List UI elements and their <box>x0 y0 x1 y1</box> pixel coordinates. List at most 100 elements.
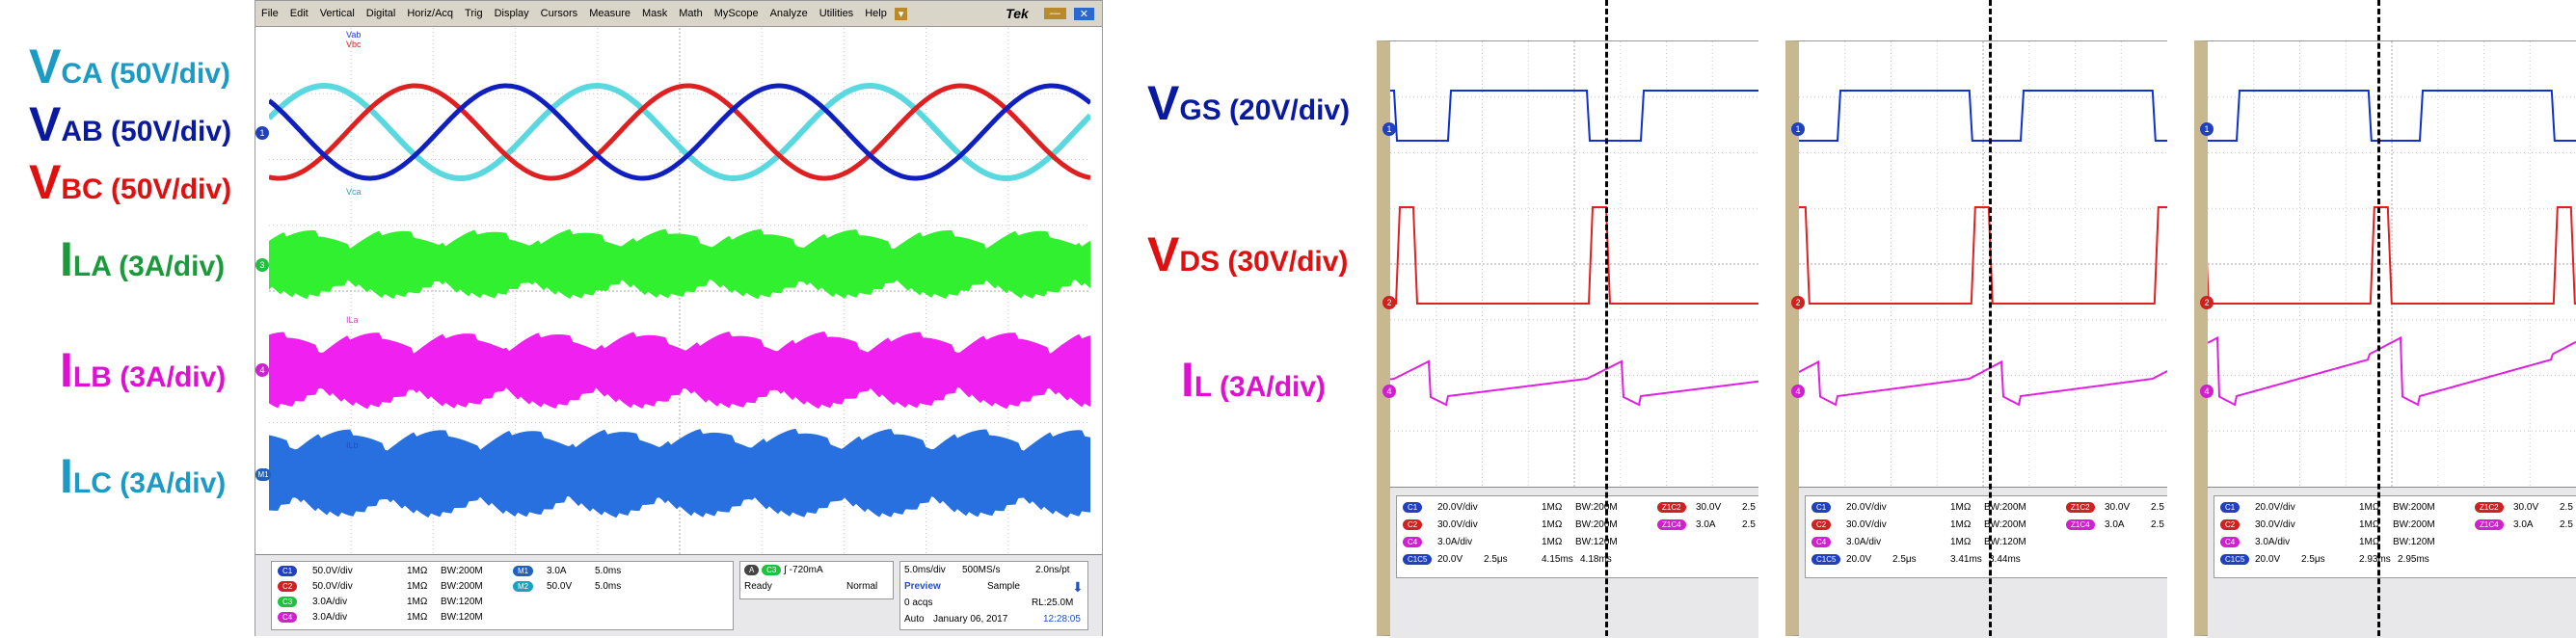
detail-c1-imp-2: 1MΩ <box>1950 502 1972 513</box>
menu-cursors[interactable]: Cursors <box>540 8 578 19</box>
c4-scale: 3.0A/div <box>312 612 348 623</box>
label-ila: ILA (3A/div) <box>60 232 226 286</box>
detail-ch2-marker-2[interactable]: 2 <box>1791 296 1805 309</box>
channel-settings-box[interactable]: C1 50.0V/div 1MΩ BW:200M C2 50.0V/div 1M… <box>271 561 734 630</box>
trace-vbc <box>269 83 1090 181</box>
detail-ch2-marker-3[interactable]: 2 <box>2200 296 2214 309</box>
detail-cursor-v-1: 20.0V <box>1437 554 1463 565</box>
acq-date: January 06, 2017 <box>933 614 1008 625</box>
menu-digital[interactable]: Digital <box>365 8 396 19</box>
detail-math-chip-2-1[interactable]: Z1C4 <box>1657 519 1686 530</box>
c3-chip[interactable]: C3 <box>278 597 298 607</box>
detail-math-chip-1-1[interactable]: Z1C2 <box>1657 502 1686 513</box>
ch3-marker[interactable]: 3 <box>255 258 269 272</box>
detail-ch1-marker-1[interactable]: 1 <box>1382 122 1396 136</box>
detail-c2-chip-1[interactable]: C2 <box>1403 519 1423 530</box>
c1-chip[interactable]: C1 <box>278 566 298 576</box>
acquisition-box[interactable]: 5.0ms/div 500MS/s 2.0ns/pt Preview Sampl… <box>899 561 1088 630</box>
detail-math-t-1-1: 2.5 <box>1742 502 1756 513</box>
detail-settings-box-3[interactable]: C1 20.0V/div 1MΩ BW:200M C2 30.0V/div 1M… <box>2214 495 2576 578</box>
menu-trig[interactable]: Trig <box>465 8 483 19</box>
detail-ch4-marker-1[interactable]: 4 <box>1382 385 1396 398</box>
trace-tag-vca: Vca <box>346 187 362 197</box>
ch1-marker[interactable]: 1 <box>255 126 269 140</box>
c3-bw: BW:120M <box>441 597 483 607</box>
detail-c2-chip-3[interactable]: C2 <box>2220 519 2241 530</box>
detail-c1-chip-3[interactable]: C1 <box>2220 502 2241 513</box>
acq-rl: RL:25.0M <box>1032 598 1074 608</box>
m1-v: 3.0A <box>547 566 567 576</box>
detail-settings-box-2[interactable]: C1 20.0V/div 1MΩ BW:200M C2 30.0V/div 1M… <box>1805 495 2167 578</box>
trigger-state: Ready <box>744 581 772 592</box>
detail-ch1-marker-3[interactable]: 1 <box>2200 122 2214 136</box>
detail-math-chip-2-2[interactable]: Z1C4 <box>2066 519 2095 530</box>
detail-cursor-v-3: 20.0V <box>2255 554 2281 565</box>
dropdown-icon[interactable]: ▾ <box>894 7 908 20</box>
detail-math-v-1-3: 30.0V <box>2513 502 2539 513</box>
detail-c1-imp-1: 1MΩ <box>1542 502 1563 513</box>
trigger-mode: Normal <box>846 581 878 592</box>
menu-myscope[interactable]: MyScope <box>713 8 759 19</box>
detail-c1-chip-2[interactable]: C1 <box>1811 502 1832 513</box>
detail-ch2-marker-1[interactable]: 2 <box>1382 296 1396 309</box>
detail-ch4-marker-3[interactable]: 4 <box>2200 385 2214 398</box>
detail-math-chip-1-3[interactable]: Z1C2 <box>2475 502 2504 513</box>
math1-marker[interactable]: M1 <box>255 468 271 481</box>
main-waveform-svg <box>269 28 1090 554</box>
c4-chip[interactable]: C4 <box>278 612 298 623</box>
detail-waveform-svg-3 <box>2208 41 2576 487</box>
trace-il-1 <box>1390 359 1758 407</box>
c2-chip[interactable]: C2 <box>278 581 298 592</box>
m2-v: 50.0V <box>547 581 573 592</box>
menu-vertical[interactable]: Vertical <box>319 8 355 19</box>
menu-math[interactable]: Math <box>679 8 703 19</box>
menu-mask[interactable]: Mask <box>641 8 668 19</box>
detail-math-chip-1-2[interactable]: Z1C2 <box>2066 502 2095 513</box>
detail-cursor-chip-2[interactable]: C1C5 <box>1811 554 1841 565</box>
trace-vds-3 <box>2208 206 2576 305</box>
menu-edit[interactable]: Edit <box>289 8 309 19</box>
close-icon[interactable]: ✕ <box>1073 7 1094 20</box>
detail-settings-box-1[interactable]: C1 20.0V/div 1MΩ BW:200M C2 30.0V/div 1M… <box>1396 495 1758 578</box>
detail-c4-chip-1[interactable]: C4 <box>1403 537 1423 547</box>
menu-horizacq[interactable]: Horiz/Acq <box>407 8 454 19</box>
detail-c1-chip-1[interactable]: C1 <box>1403 502 1423 513</box>
trigger-edge-icon: ∫ <box>784 565 787 575</box>
detail-cursor-chip-3[interactable]: C1C5 <box>2220 554 2250 565</box>
detail-cursor-chip-1[interactable]: C1C5 <box>1403 554 1433 565</box>
label-vab: VAB (50V/div) <box>29 97 232 151</box>
m1-chip[interactable]: M1 <box>513 566 534 576</box>
menu-display[interactable]: Display <box>494 8 529 19</box>
ch4-marker[interactable]: 4 <box>255 363 269 377</box>
detail-waveform-svg-1 <box>1390 41 1758 487</box>
detail-ch4-marker-2[interactable]: 4 <box>1791 385 1805 398</box>
detail-c4-chip-2[interactable]: C4 <box>1811 537 1832 547</box>
main-info-panel: C1 50.0V/div 1MΩ BW:200M C2 50.0V/div 1M… <box>255 554 1102 636</box>
menu-file[interactable]: File <box>261 8 279 19</box>
detail-c2-chip-2[interactable]: C2 <box>1811 519 1832 530</box>
detail-info-3: C1 20.0V/div 1MΩ BW:200M C2 30.0V/div 1M… <box>2208 487 2576 638</box>
detail-c1-scale-3: 20.0V/div <box>2255 502 2295 513</box>
detail-info-2: C1 20.0V/div 1MΩ BW:200M C2 30.0V/div 1M… <box>1799 487 2167 638</box>
detail-c4-chip-3[interactable]: C4 <box>2220 537 2241 547</box>
m2-chip[interactable]: M2 <box>513 581 534 592</box>
detail-c4-bw-2: BW:120M <box>1984 537 2026 547</box>
detail-math-t-2-1: 2.5 <box>1742 519 1756 530</box>
trace-vgs-2 <box>1799 90 2167 142</box>
detail-math-v-2-3: 3.0A <box>2513 519 2534 530</box>
trace-ilc <box>269 428 1090 518</box>
menu-help[interactable]: Help <box>865 8 887 19</box>
minimize-icon[interactable]: — <box>1043 8 1066 19</box>
menu-utilities[interactable]: Utilities <box>818 8 854 19</box>
detail-math-chip-2-3[interactable]: Z1C4 <box>2475 519 2504 530</box>
menu-analyze[interactable]: Analyze <box>769 8 808 19</box>
menu-measure[interactable]: Measure <box>589 8 631 19</box>
trigger-box[interactable]: A C3 ∫ -720mA Ready Normal <box>739 561 894 599</box>
detail-ch1-marker-2[interactable]: 1 <box>1791 122 1805 136</box>
detail-grid-3 <box>2208 41 2576 487</box>
trace-vgs-3 <box>2208 90 2576 142</box>
detail-scope-2: 1 2 4 C1 20.0V/div 1MΩ BW:200M C2 30.0V/… <box>1785 40 2167 638</box>
detail-c1-bw-2: BW:200M <box>1984 502 2026 513</box>
detail-c4-scale-2: 3.0A/div <box>1846 537 1882 547</box>
detail-math-t-2-3: 2.5 <box>2560 519 2573 530</box>
